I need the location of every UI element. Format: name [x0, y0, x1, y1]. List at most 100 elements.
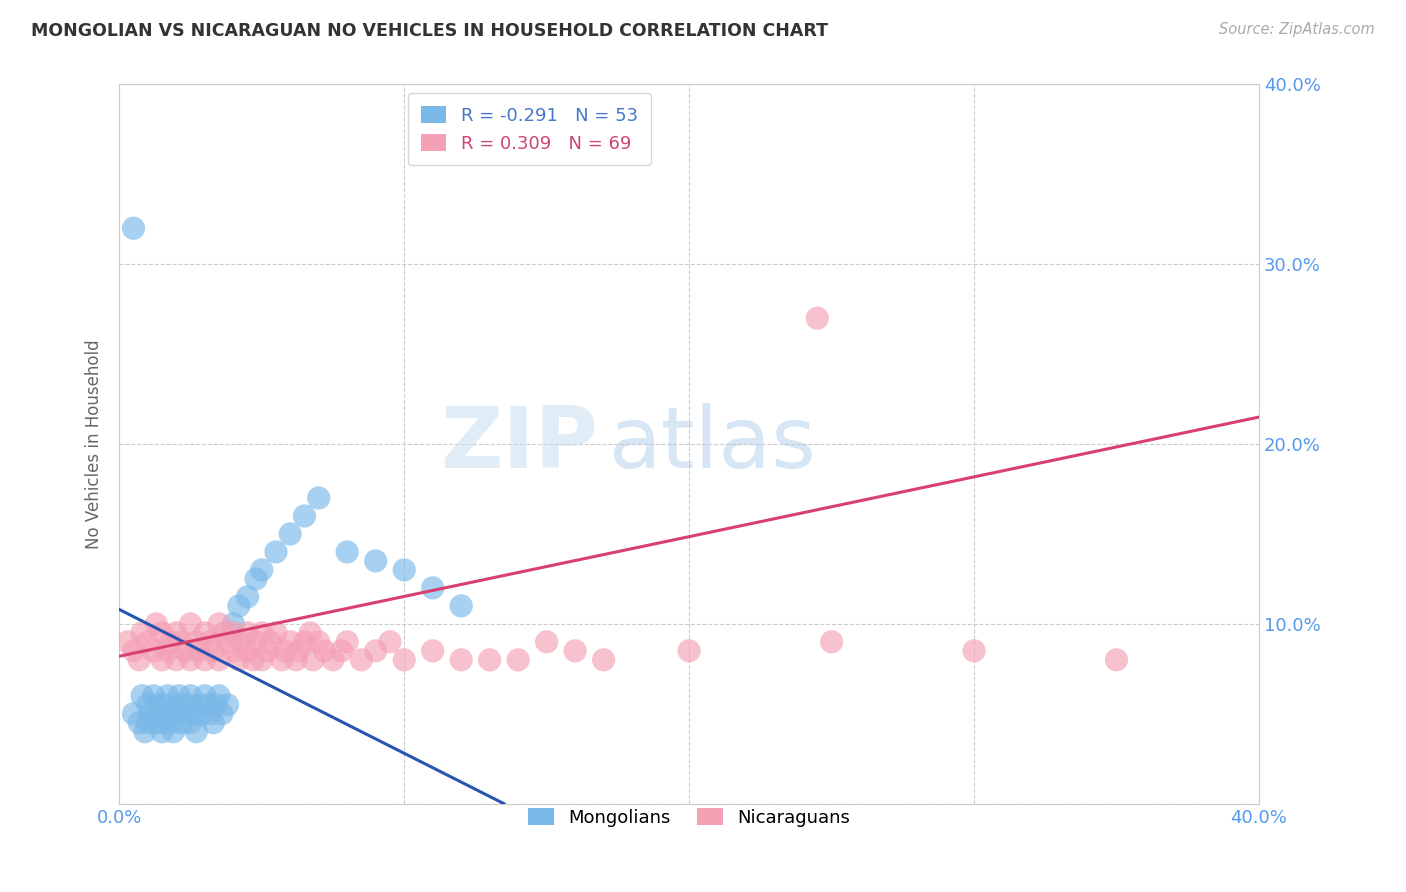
Point	[364, 554, 387, 568]
Point	[194, 625, 217, 640]
Point	[191, 706, 214, 721]
Point	[142, 644, 165, 658]
Point	[197, 698, 219, 712]
Point	[820, 635, 842, 649]
Point	[478, 653, 501, 667]
Point	[122, 221, 145, 235]
Point	[963, 644, 986, 658]
Point	[299, 625, 322, 640]
Point	[217, 698, 239, 712]
Point	[270, 653, 292, 667]
Point	[179, 689, 201, 703]
Point	[159, 715, 181, 730]
Point	[156, 689, 179, 703]
Point	[392, 653, 415, 667]
Point	[294, 635, 316, 649]
Point	[250, 625, 273, 640]
Point	[330, 644, 353, 658]
Point	[245, 635, 267, 649]
Point	[150, 625, 173, 640]
Point	[336, 635, 359, 649]
Point	[259, 635, 281, 649]
Point	[159, 635, 181, 649]
Point	[294, 508, 316, 523]
Point	[202, 715, 225, 730]
Point	[150, 724, 173, 739]
Point	[231, 635, 253, 649]
Point	[188, 644, 211, 658]
Point	[422, 644, 444, 658]
Point	[256, 644, 278, 658]
Point	[176, 698, 198, 712]
Point	[322, 653, 344, 667]
Point	[222, 644, 245, 658]
Point	[165, 706, 187, 721]
Point	[202, 644, 225, 658]
Point	[678, 644, 700, 658]
Point	[264, 625, 287, 640]
Point	[131, 689, 153, 703]
Point	[139, 706, 162, 721]
Point	[200, 706, 222, 721]
Point	[236, 644, 259, 658]
Point	[228, 599, 250, 613]
Point	[536, 635, 558, 649]
Point	[211, 706, 233, 721]
Point	[236, 590, 259, 604]
Point	[278, 635, 301, 649]
Point	[153, 698, 176, 712]
Point	[508, 653, 530, 667]
Point	[592, 653, 614, 667]
Point	[142, 689, 165, 703]
Point	[245, 572, 267, 586]
Point	[122, 644, 145, 658]
Point	[173, 644, 195, 658]
Point	[208, 653, 231, 667]
Point	[117, 635, 139, 649]
Point	[186, 724, 208, 739]
Point	[214, 625, 236, 640]
Point	[364, 644, 387, 658]
Point	[264, 545, 287, 559]
Point	[236, 625, 259, 640]
Point	[131, 625, 153, 640]
Point	[179, 653, 201, 667]
Point	[145, 616, 167, 631]
Point	[165, 653, 187, 667]
Point	[422, 581, 444, 595]
Point	[200, 635, 222, 649]
Point	[165, 625, 187, 640]
Point	[150, 715, 173, 730]
Text: MONGOLIAN VS NICARAGUAN NO VEHICLES IN HOUSEHOLD CORRELATION CHART: MONGOLIAN VS NICARAGUAN NO VEHICLES IN H…	[31, 22, 828, 40]
Point	[208, 689, 231, 703]
Text: ZIP: ZIP	[440, 402, 598, 485]
Point	[145, 715, 167, 730]
Point	[250, 653, 273, 667]
Point	[159, 706, 181, 721]
Point	[222, 625, 245, 640]
Point	[179, 715, 201, 730]
Point	[194, 689, 217, 703]
Point	[136, 715, 159, 730]
Point	[162, 724, 184, 739]
Point	[136, 635, 159, 649]
Text: Source: ZipAtlas.com: Source: ZipAtlas.com	[1219, 22, 1375, 37]
Point	[222, 616, 245, 631]
Point	[287, 644, 309, 658]
Point	[273, 644, 295, 658]
Point	[122, 706, 145, 721]
Point	[336, 545, 359, 559]
Point	[378, 635, 401, 649]
Point	[302, 653, 325, 667]
Point	[564, 644, 586, 658]
Point	[179, 616, 201, 631]
Point	[150, 653, 173, 667]
Point	[128, 715, 150, 730]
Point	[170, 715, 193, 730]
Point	[392, 563, 415, 577]
Point	[167, 689, 190, 703]
Point	[450, 653, 472, 667]
Text: atlas: atlas	[609, 402, 817, 485]
Point	[205, 698, 228, 712]
Y-axis label: No Vehicles in Household: No Vehicles in Household	[86, 339, 103, 549]
